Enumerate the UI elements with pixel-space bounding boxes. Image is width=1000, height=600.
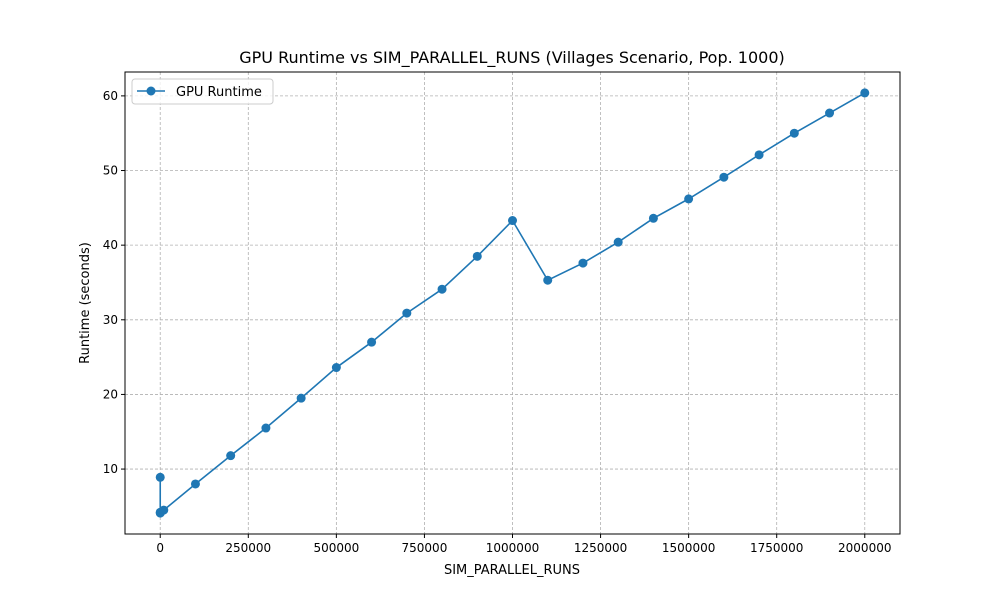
y-tick-label: 20	[103, 387, 118, 401]
data-point	[296, 393, 306, 403]
x-tick-label: 1500000	[662, 541, 715, 555]
y-tick-label: 30	[103, 313, 118, 327]
legend: GPU Runtime	[131, 78, 274, 105]
data-point	[472, 251, 482, 261]
series-layer	[155, 88, 870, 518]
data-point	[331, 363, 341, 373]
data-point	[437, 284, 447, 294]
data-point	[155, 472, 165, 482]
x-tick-label: 500000	[313, 541, 359, 555]
data-point	[825, 108, 835, 118]
y-tick-label: 40	[103, 238, 118, 252]
data-point	[754, 150, 764, 160]
data-point	[684, 194, 694, 204]
data-point	[789, 128, 799, 138]
x-tick-label: 0	[156, 541, 164, 555]
y-tick-label: 60	[103, 89, 118, 103]
data-point	[159, 505, 169, 515]
data-point	[543, 275, 553, 285]
data-point	[402, 308, 412, 318]
legend-label: GPU Runtime	[176, 85, 262, 100]
x-tick-label: 750000	[402, 541, 448, 555]
x-tick-label: 1750000	[750, 541, 803, 555]
x-tick-label: 1000000	[486, 541, 539, 555]
grid	[125, 72, 900, 534]
y-axis-label: Runtime (seconds)	[78, 242, 93, 364]
data-point	[860, 88, 870, 98]
x-axis-label: SIM_PARALLEL_RUNS	[444, 563, 580, 578]
chart-title: GPU Runtime vs SIM_PARALLEL_RUNS (Villag…	[239, 48, 784, 68]
legend-marker	[146, 86, 156, 96]
data-point	[508, 216, 517, 226]
data-point	[190, 479, 200, 489]
x-tick-label: 2000000	[838, 541, 891, 555]
x-axis: 0 250000 500000 750000 1000000 1250000 1500000…	[156, 534, 891, 555]
x-tick-label: 1250000	[574, 541, 627, 555]
data-point	[261, 423, 271, 433]
data-point	[719, 172, 729, 182]
data-point	[226, 451, 236, 461]
data-point	[578, 258, 588, 268]
y-tick-label: 50	[103, 164, 118, 178]
legend-box	[131, 78, 274, 105]
y-tick-label: 10	[103, 462, 118, 476]
data-point	[648, 213, 658, 223]
data-point	[613, 237, 623, 247]
y-axis: 10 20 30 40 50 60	[103, 89, 125, 476]
x-tick-label: 250000	[225, 541, 271, 555]
data-point	[367, 337, 377, 347]
